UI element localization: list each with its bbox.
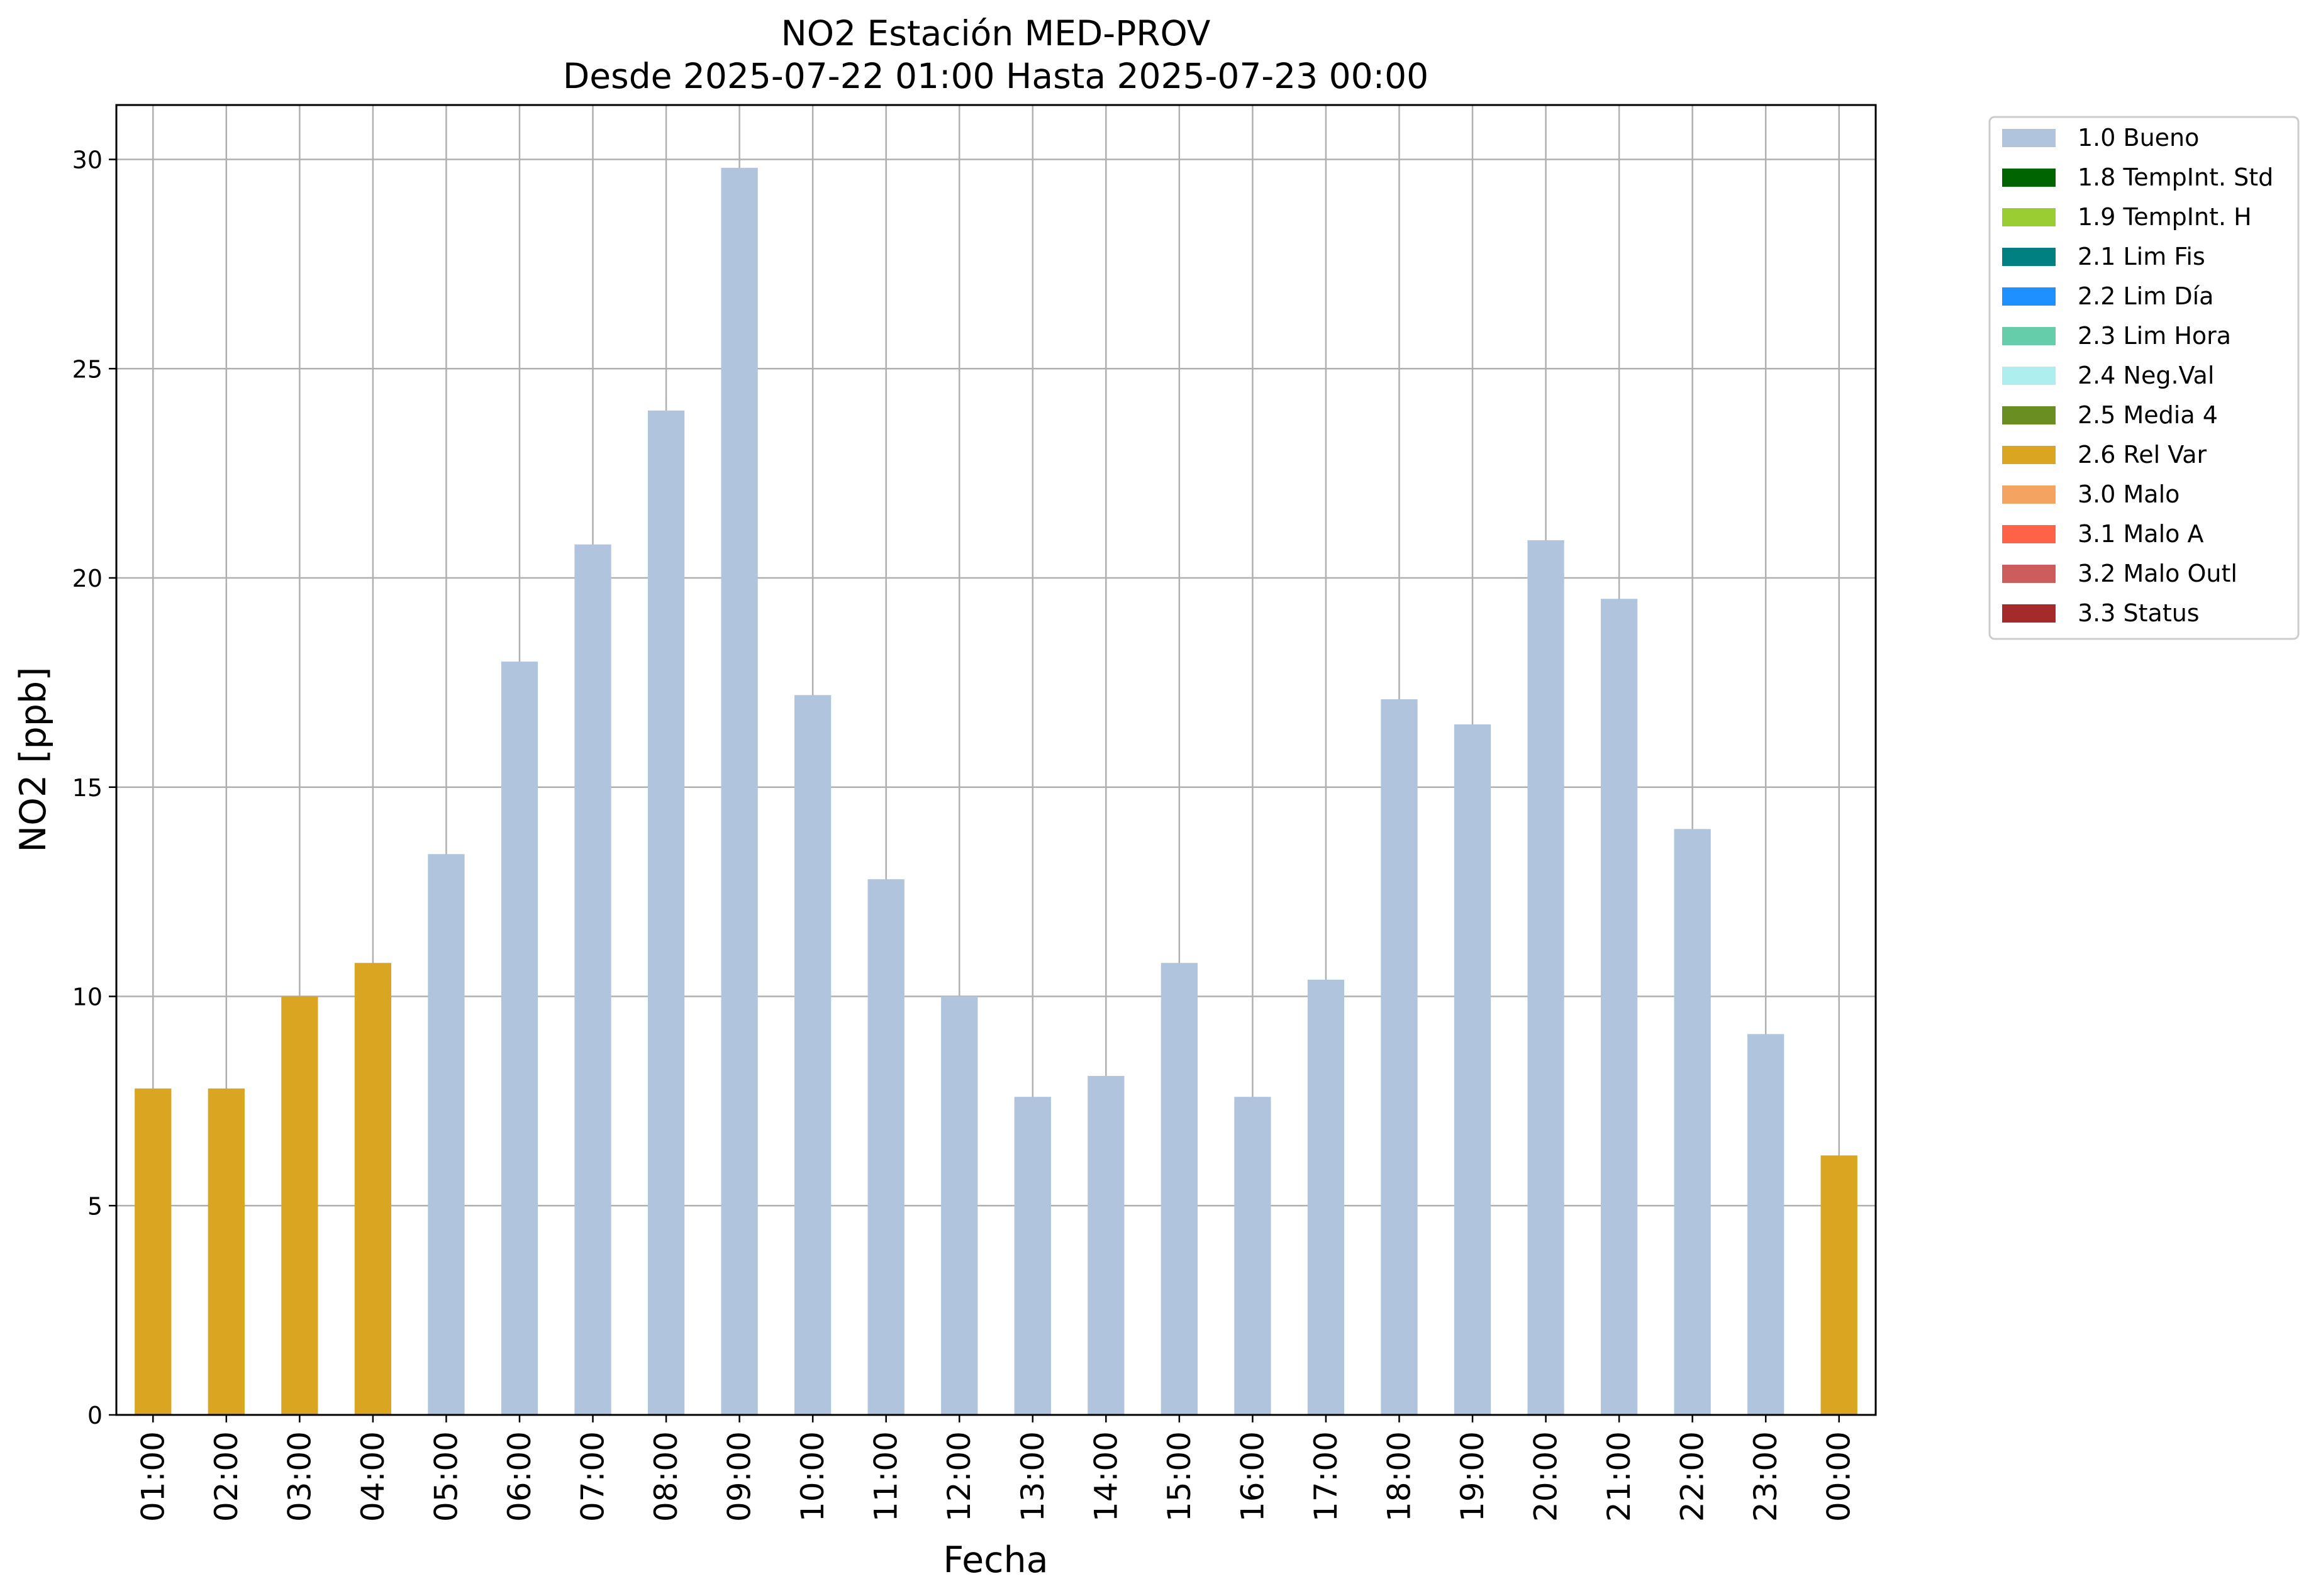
bar: [721, 167, 758, 1416]
x-tick-label: 15:00: [1161, 1431, 1198, 1522]
x-tick-label: 05:00: [428, 1431, 464, 1522]
bar: [1014, 1097, 1051, 1415]
bar: [354, 963, 392, 1415]
bar: [1381, 699, 1418, 1415]
legend-label: 2.5 Media 4: [2078, 401, 2218, 429]
bar: [1747, 1034, 1784, 1415]
x-tick-label: 16:00: [1234, 1431, 1271, 1522]
x-tick-label: 21:00: [1601, 1431, 1637, 1522]
bar: [1820, 1155, 1857, 1415]
x-tick-label: 12:00: [941, 1431, 977, 1522]
legend-swatch: [2002, 525, 2056, 543]
legend-frame: [1988, 116, 2300, 640]
x-tick-label: 07:00: [575, 1431, 611, 1522]
legend-label: 1.8 TempInt. Std: [2078, 163, 2273, 191]
legend-swatch: [2002, 406, 2056, 424]
legend-label: 2.4 Neg.Val: [2078, 362, 2214, 389]
x-axis: 01:00 02:00 03:00 04:00 05:00 06:00 07:00 08:00…: [135, 1415, 1857, 1522]
bar: [794, 695, 832, 1415]
y-tick-label: 10: [72, 984, 103, 1011]
legend-swatch: [2002, 287, 2056, 306]
x-tick-label: 03:00: [281, 1431, 318, 1522]
x-tick-label: 23:00: [1747, 1431, 1784, 1522]
x-axis-label: Fecha: [943, 1539, 1048, 1581]
legend-swatch: [2002, 446, 2056, 464]
y-tick-label: 20: [72, 565, 103, 592]
x-tick-label: 11:00: [868, 1431, 905, 1522]
legend-label: 2.6 Rel Var: [2078, 441, 2207, 468]
legend-swatch: [2002, 169, 2056, 187]
legend: 1.0 Bueno 1.8 TempInt. Std 1.9 TempInt. H 2…: [1988, 116, 2300, 640]
legend-label: 3.0 Malo: [2078, 480, 2180, 508]
x-tick-label: 17:00: [1308, 1431, 1344, 1522]
x-tick-label: 08:00: [648, 1431, 684, 1522]
y-tick-label: 0: [87, 1402, 103, 1429]
y-tick-label: 15: [72, 774, 103, 802]
x-tick-label: 19:00: [1454, 1431, 1491, 1522]
x-tick-label: 10:00: [794, 1431, 831, 1522]
legend-swatch: [2002, 129, 2056, 147]
legend-swatch: [2002, 485, 2056, 504]
legend-label: 2.1 Lim Fis: [2078, 243, 2205, 270]
y-tick-label: 30: [72, 147, 103, 174]
bar: [1088, 1075, 1125, 1415]
plot-frame: [115, 104, 1877, 1416]
legend-swatch: [2002, 248, 2056, 266]
legend-swatch: [2002, 327, 2056, 345]
y-axis-label: NO2 [ppb]: [13, 667, 54, 853]
bar: [941, 996, 978, 1415]
x-tick-label: 00:00: [1821, 1431, 1857, 1522]
x-tick-label: 14:00: [1088, 1431, 1124, 1522]
x-tick-label: 06:00: [501, 1431, 538, 1522]
legend-label: 2.3 Lim Hora: [2078, 322, 2231, 350]
x-tick-label: 18:00: [1381, 1431, 1417, 1522]
legend-swatch: [2002, 367, 2056, 385]
x-tick-label: 01:00: [135, 1431, 171, 1522]
bar: [1307, 979, 1345, 1415]
bar: [428, 854, 465, 1415]
x-tick-label: 02:00: [208, 1431, 245, 1522]
y-axis: 0 5 10 15 20 25 30: [72, 147, 116, 1429]
legend-label: 1.9 TempInt. H: [2078, 203, 2252, 231]
y-tick-label: 25: [72, 355, 103, 383]
legend-label: 3.1 Malo A: [2078, 520, 2203, 548]
legend-label: 3.3 Status: [2078, 599, 2200, 627]
legend-swatch: [2002, 604, 2056, 623]
bar: [1161, 963, 1198, 1415]
legend-swatch: [2002, 208, 2056, 226]
bar: [281, 996, 318, 1415]
bar: [208, 1088, 245, 1415]
legend-label: 2.2 Lim Día: [2078, 282, 2213, 310]
x-tick-label: 22:00: [1674, 1431, 1711, 1522]
bar: [574, 544, 611, 1415]
x-tick-label: 09:00: [721, 1431, 758, 1522]
legend-label: 1.0 Bueno: [2078, 124, 2199, 152]
legend-swatch: [2002, 565, 2056, 583]
bar: [1600, 599, 1638, 1415]
bar: [1234, 1097, 1271, 1415]
x-tick-label: 13:00: [1015, 1431, 1051, 1522]
chart-subtitle: Desde 2025-07-22 01:00 Hasta 2025-07-23 …: [563, 56, 1428, 96]
bar: [135, 1088, 172, 1415]
bar: [1454, 724, 1491, 1415]
bars: [135, 167, 1857, 1416]
x-tick-label: 20:00: [1528, 1431, 1564, 1522]
bar: [1527, 540, 1564, 1415]
chart-title: NO2 Estación MED-PROV: [781, 13, 1211, 53]
bar: [647, 410, 685, 1415]
x-tick-label: 04:00: [355, 1431, 391, 1522]
bar: [1674, 829, 1711, 1415]
y-tick-label: 5: [87, 1192, 103, 1220]
legend-label: 3.2 Malo Outl: [2078, 560, 2237, 587]
bar: [867, 879, 905, 1415]
bar: [501, 662, 538, 1415]
